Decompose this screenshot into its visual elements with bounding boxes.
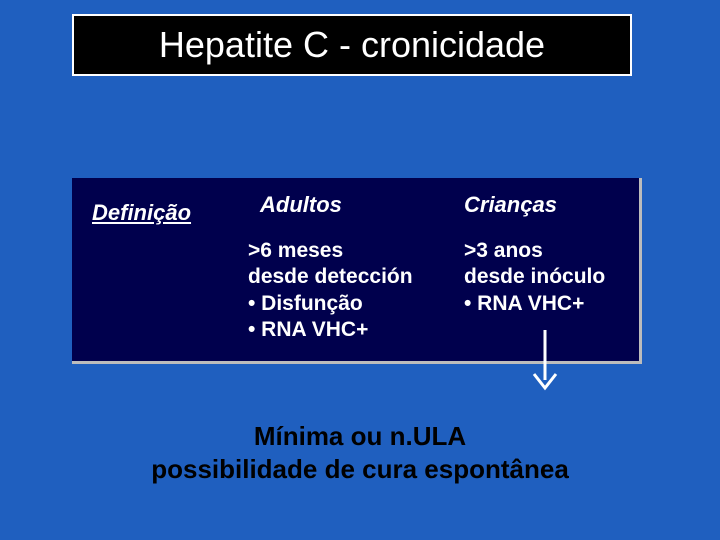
children-line3: • RNA VHC+ — [464, 291, 605, 317]
children-body: >3 anos desde inóculo • RNA VHC+ — [464, 238, 605, 317]
bottom-line2: possibilidade de cura espontânea — [0, 453, 720, 486]
slide-title: Hepatite C - cronicidade — [159, 24, 545, 66]
definition-panel: Definição Adultos Crianças >6 meses desd… — [72, 178, 642, 364]
children-header: Crianças — [464, 192, 557, 218]
adults-line1: >6 meses — [248, 238, 413, 264]
adults-line2: desde detección — [248, 264, 413, 290]
adults-body: >6 meses desde detección • Disfunção • R… — [248, 238, 413, 343]
bottom-line1: Mínima ou n.ULA — [0, 420, 720, 453]
children-line2: desde inóculo — [464, 264, 605, 290]
title-box: Hepatite C - cronicidade — [72, 14, 632, 76]
adults-line4: • RNA VHC+ — [248, 317, 413, 343]
row-label: Definição — [92, 200, 191, 226]
children-line1: >3 anos — [464, 238, 605, 264]
adults-header: Adultos — [260, 192, 342, 218]
bottom-caption: Mínima ou n.ULA possibilidade de cura es… — [0, 420, 720, 485]
adults-line3: • Disfunção — [248, 291, 413, 317]
